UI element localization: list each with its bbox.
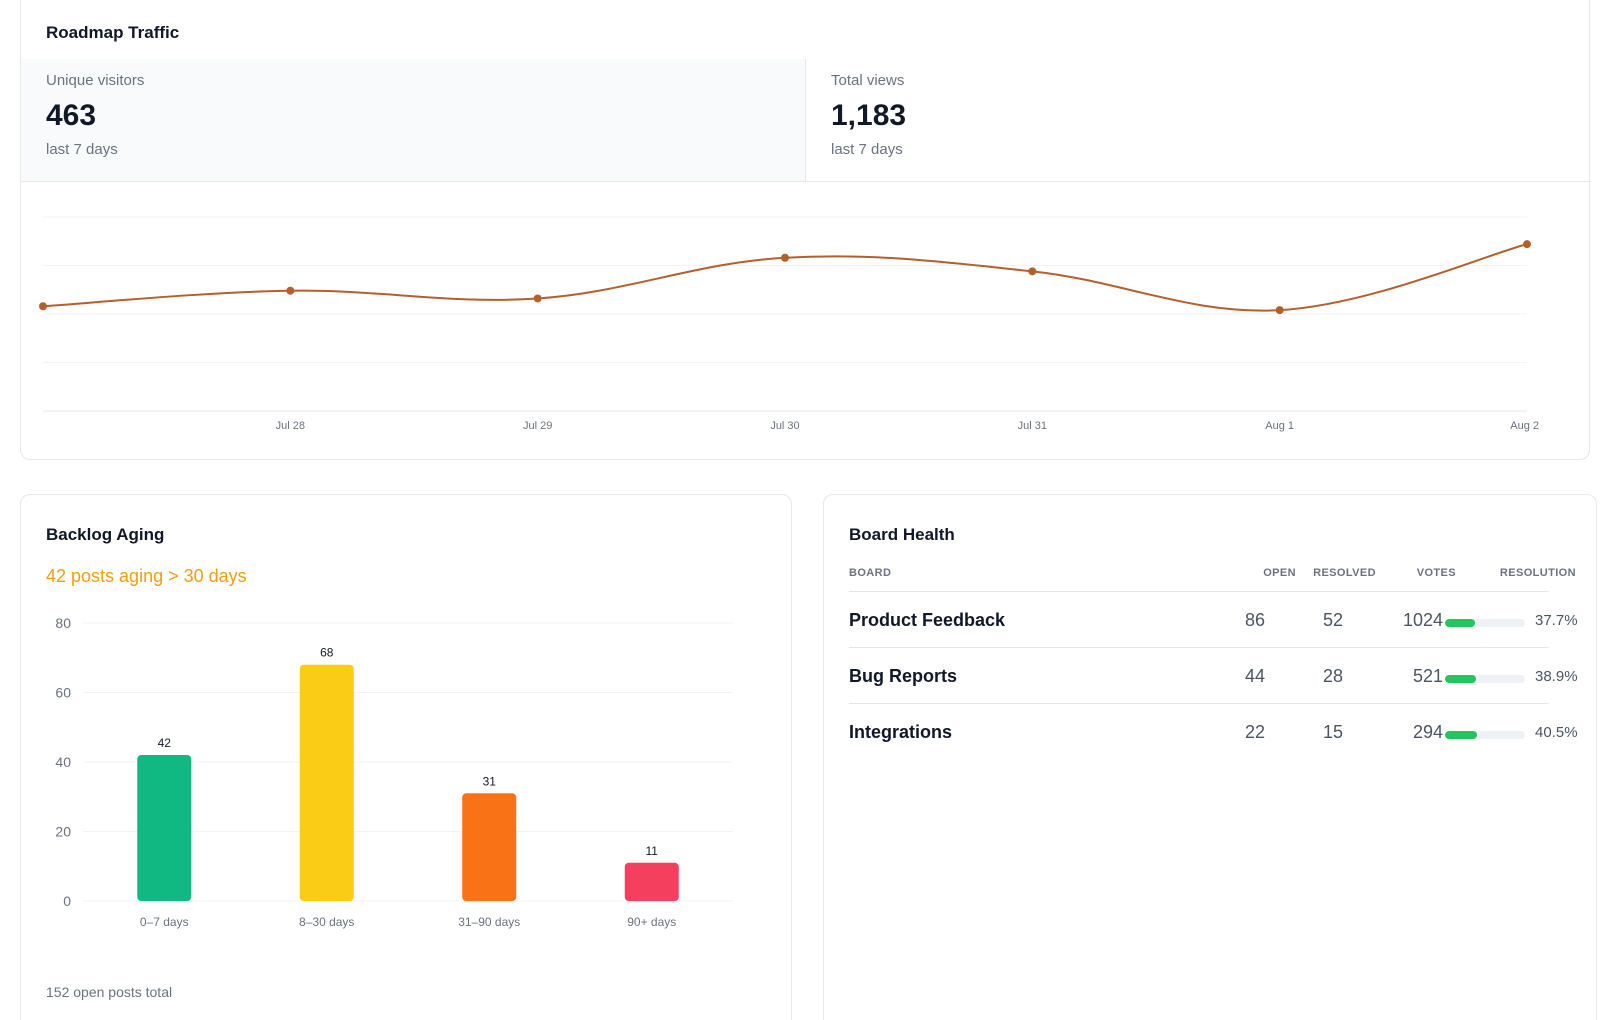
column-header-votes: VOTES <box>1416 567 1456 579</box>
votes-count: 1024 <box>1402 610 1443 630</box>
backlog-y-tick-label: 20 <box>55 824 71 840</box>
backlog-y-tick-label: 80 <box>55 615 71 631</box>
open-count: 22 <box>1244 722 1265 742</box>
backlog-category-label: 90+ days <box>627 915 676 929</box>
resolution-bar <box>1445 675 1525 683</box>
header-divider <box>849 591 1549 592</box>
total-views-value: 1,183 <box>831 99 907 132</box>
traffic-x-tick-label: Jul 29 <box>523 420 552 432</box>
column-header-resolution: RESOLUTION <box>1499 567 1576 579</box>
table-row[interactable]: Integrations 22 15 294 40.5% <box>849 704 1578 760</box>
table-row[interactable]: Bug Reports 44 28 521 38.9% <box>849 648 1578 704</box>
backlog-category-label: 31–90 days <box>458 915 520 929</box>
open-count: 44 <box>1244 666 1265 686</box>
traffic-x-tick-label: Jul 30 <box>770 420 799 432</box>
resolution-percent: 38.9% <box>1535 668 1578 685</box>
resolution-percent: 37.7% <box>1535 612 1578 629</box>
row-divider <box>849 647 1549 648</box>
resolution-bar-fill <box>1445 675 1477 683</box>
column-header-resolved: RESOLVED <box>1313 567 1376 579</box>
resolved-count: 28 <box>1322 666 1343 686</box>
open-count: 86 <box>1244 610 1265 630</box>
resolution-bar-fill <box>1445 619 1476 627</box>
backlog-bar-value-label: 68 <box>320 646 334 660</box>
backlog-bar[interactable] <box>137 755 192 901</box>
backlog-category-label: 0–7 days <box>140 915 189 929</box>
column-header-board: BOARD <box>849 567 892 579</box>
traffic-data-point[interactable] <box>39 302 47 311</box>
backlog-bar-chart: 0 20 40 60 80 42 0–7 days 68 8–30 days 31 31–90 da… <box>55 615 733 929</box>
traffic-line-chart: Jul 28 Jul 29 Jul 30 Jul 31 Aug 1 Aug 2 <box>39 216 1539 432</box>
roadmap-traffic-title: Roadmap Traffic <box>46 23 180 42</box>
traffic-x-tick-label: Jul 31 <box>1018 420 1047 432</box>
traffic-data-point[interactable] <box>533 294 542 303</box>
traffic-data-point[interactable] <box>1523 240 1531 249</box>
total-views-label: Total views <box>831 72 905 89</box>
backlog-y-tick-label: 0 <box>63 893 71 909</box>
backlog-bar-value-label: 31 <box>483 774 497 788</box>
traffic-data-point[interactable] <box>286 286 295 295</box>
unique-visitors-label: Unique visitors <box>46 72 145 89</box>
backlog-category-label: 8–30 days <box>299 915 354 929</box>
traffic-data-point[interactable] <box>781 253 789 262</box>
total-views-stat: Total views 1,183 last 7 days <box>806 59 1591 182</box>
backlog-bar[interactable] <box>462 793 517 901</box>
roadmap-traffic-card: Roadmap Traffic Unique visitors 463 last… <box>20 0 1591 460</box>
resolution-bar-fill <box>1445 731 1478 739</box>
column-header-open: OPEN <box>1263 567 1296 579</box>
board-name: Product Feedback <box>849 610 1006 630</box>
votes-count: 521 <box>1412 666 1443 686</box>
traffic-x-tick-label: Jul 28 <box>276 420 305 432</box>
backlog-bar[interactable] <box>299 664 354 901</box>
resolution-bar <box>1445 619 1525 627</box>
board-health-card: Board Health BOARD OPEN RESOLVED VOTES R… <box>823 494 1597 1020</box>
resolution-percent: 40.5% <box>1535 724 1578 741</box>
row-divider <box>849 703 1549 704</box>
unique-visitors-value: 463 <box>46 99 97 132</box>
resolved-count: 15 <box>1322 722 1343 742</box>
backlog-y-tick-label: 40 <box>55 754 71 770</box>
backlog-aging-title: Backlog Aging <box>46 525 165 544</box>
resolved-count: 52 <box>1322 610 1343 630</box>
board-name: Bug Reports <box>849 666 957 686</box>
backlog-aging-card: Backlog Aging 42 posts aging > 30 days 0… <box>20 494 792 1020</box>
traffic-data-point[interactable] <box>1275 306 1284 315</box>
traffic-data-point[interactable] <box>1028 267 1037 276</box>
backlog-bar-value-label: 11 <box>646 844 659 858</box>
aging-warning: 42 posts aging > 30 days <box>46 566 247 586</box>
backlog-y-tick-label: 60 <box>55 685 71 701</box>
unique-visitors-period: last 7 days <box>46 141 118 158</box>
open-posts-total: 152 open posts total <box>46 984 173 1000</box>
resolution-bar <box>1445 731 1525 739</box>
table-row[interactable]: Product Feedback 86 52 1024 37.7% <box>849 592 1578 648</box>
traffic-x-tick-label: Aug 1 <box>1265 420 1294 432</box>
votes-count: 294 <box>1412 722 1443 742</box>
backlog-bar-value-label: 42 <box>158 736 172 750</box>
stat-divider <box>21 181 1591 182</box>
total-views-period: last 7 days <box>831 141 903 158</box>
board-name: Integrations <box>849 722 953 742</box>
unique-visitors-stat: Unique visitors 463 last 7 days <box>21 59 806 182</box>
traffic-x-tick-label: Aug 2 <box>1510 420 1539 432</box>
board-health-title: Board Health <box>849 525 955 544</box>
backlog-bar[interactable] <box>624 862 679 901</box>
